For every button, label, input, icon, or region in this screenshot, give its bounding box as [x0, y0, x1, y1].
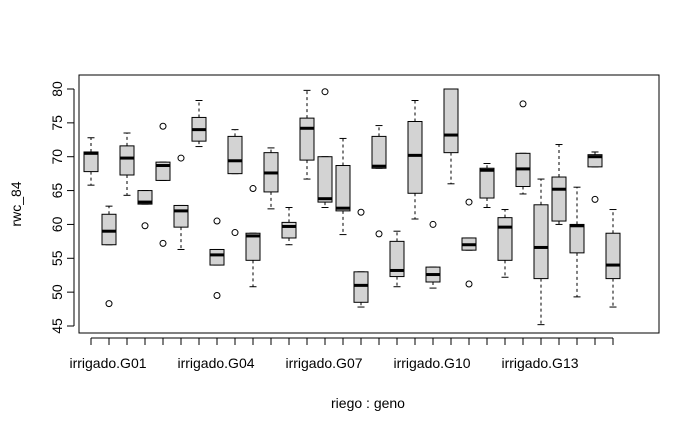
box-group — [533, 178, 549, 326]
outlier-point — [159, 239, 167, 247]
box-iqr — [605, 232, 621, 280]
x-tick-label: irrigado.G04 — [177, 355, 254, 371]
box-iqr — [389, 240, 405, 278]
outlier-point — [465, 198, 473, 206]
outlier-point — [159, 122, 167, 130]
box-group — [443, 88, 459, 185]
y-tick-label: 60 — [49, 216, 65, 232]
box-iqr — [479, 167, 495, 199]
box-iqr — [227, 135, 243, 175]
box-iqr — [533, 204, 549, 280]
box-group — [353, 208, 369, 308]
box-group — [335, 137, 351, 236]
box-iqr — [569, 223, 585, 254]
y-tick-label: 70 — [49, 149, 65, 165]
outlier-point — [375, 230, 383, 238]
box-group — [83, 137, 99, 186]
box-group — [245, 185, 261, 288]
outlier-point — [105, 300, 113, 308]
box-group — [155, 122, 171, 247]
outlier-point — [429, 220, 437, 228]
box-iqr — [407, 121, 423, 194]
outlier-point — [231, 229, 239, 237]
y-axis-title: rwc_84 — [8, 181, 24, 226]
box-group — [587, 151, 603, 203]
box-group — [497, 209, 513, 278]
box-group — [119, 132, 135, 196]
x-axis-title: riego : geno — [331, 395, 405, 411]
outlier-point — [141, 222, 149, 230]
box-iqr — [371, 135, 387, 169]
box-group — [389, 230, 405, 288]
outlier-point — [357, 208, 365, 216]
box-group — [263, 147, 279, 210]
box-group — [209, 217, 225, 300]
box-group — [371, 125, 387, 238]
box-group — [461, 198, 477, 288]
x-axis: irrigado.G01 irrigado.G04 irrigado.G07 irri… — [69, 337, 614, 371]
x-tick-label: irrigado.G13 — [501, 355, 578, 371]
outlier-point — [465, 280, 473, 288]
box-iqr — [335, 165, 351, 212]
box-iqr — [353, 271, 369, 303]
box-group — [101, 205, 117, 308]
box-group — [569, 186, 585, 298]
y-tick-label: 55 — [49, 250, 65, 266]
box-group — [191, 100, 207, 148]
plot-frame — [78, 74, 660, 334]
box-group — [173, 154, 189, 250]
y-tick-label: 65 — [49, 183, 65, 199]
box-iqr — [119, 145, 135, 176]
box-iqr — [245, 232, 261, 261]
y-tick-label: 75 — [49, 115, 65, 131]
box-iqr — [299, 117, 315, 161]
box-iqr — [551, 176, 567, 222]
box-group — [605, 209, 621, 308]
x-tick-label: irrigado.G07 — [285, 355, 362, 371]
box-group — [299, 89, 315, 180]
x-tick-label: irrigado.G01 — [69, 355, 146, 371]
box-group — [317, 88, 333, 208]
y-tick-label: 80 — [49, 81, 65, 97]
box-group — [227, 129, 243, 237]
box-group — [407, 100, 423, 220]
box-iqr — [317, 156, 333, 203]
box-iqr — [497, 217, 513, 261]
y-tick-label: 50 — [49, 284, 65, 300]
outlier-point — [249, 185, 257, 193]
box-group — [281, 207, 297, 246]
outlier-point — [177, 154, 185, 162]
box-group — [137, 190, 153, 230]
box-iqr — [83, 151, 99, 173]
box-group — [479, 162, 495, 208]
box-group — [551, 144, 567, 225]
box-iqr — [101, 213, 117, 246]
box-iqr — [209, 248, 225, 266]
outlier-point — [213, 292, 221, 300]
outlier-point — [321, 88, 329, 96]
outlier-point — [591, 195, 599, 203]
box-iqr — [443, 88, 459, 154]
y-tick-label: 45 — [49, 318, 65, 334]
box-iqr — [281, 221, 297, 239]
outlier-point — [519, 100, 527, 108]
y-axis: 45 50 55 60 65 70 75 80 — [49, 81, 75, 334]
x-tick-label: irrigado.G10 — [393, 355, 470, 371]
box-group — [425, 220, 441, 289]
boxes-layer — [83, 88, 621, 326]
box-group — [515, 100, 531, 195]
outlier-point — [213, 217, 221, 225]
box-iqr — [173, 204, 189, 228]
